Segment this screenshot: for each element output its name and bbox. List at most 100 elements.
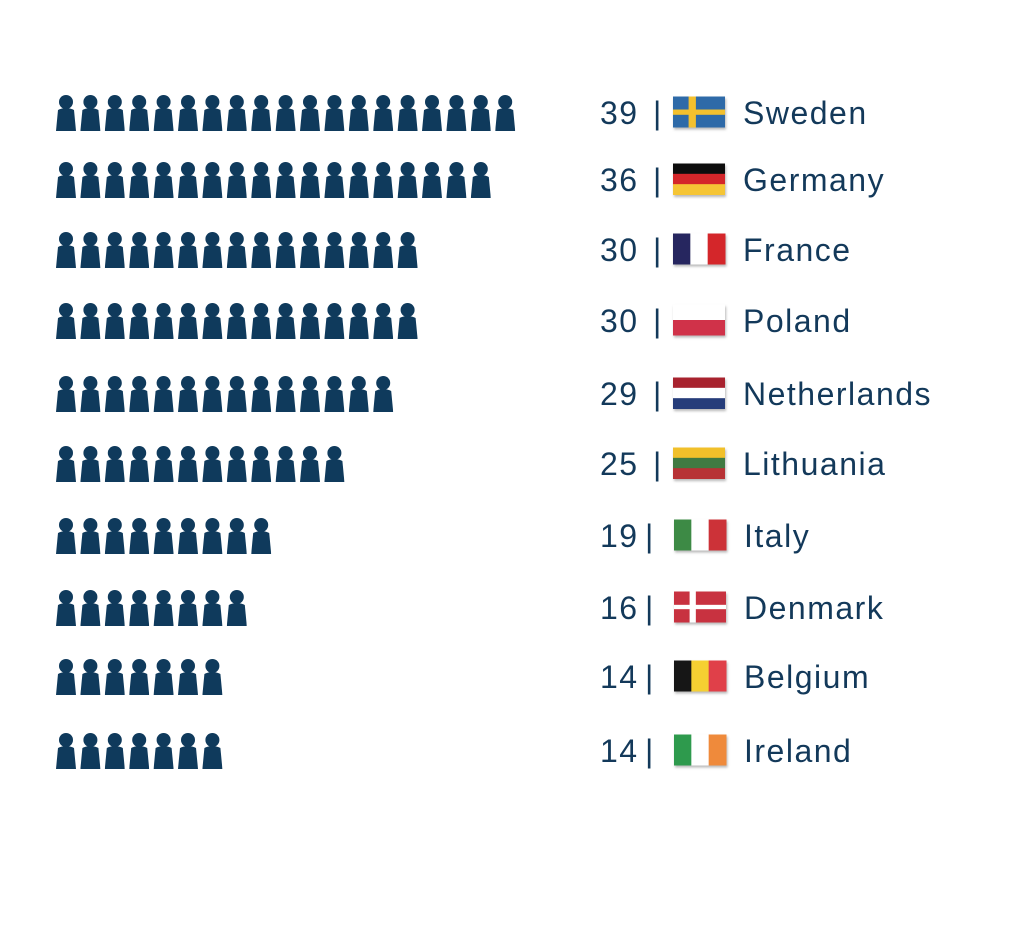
person-icon: [80, 733, 101, 769]
person-icon: [275, 162, 296, 198]
person-icon: [56, 95, 76, 131]
country-label: Lithuania: [743, 446, 886, 482]
person-icon: [202, 303, 223, 339]
country-label: France: [743, 232, 852, 268]
country-label: Italy: [744, 518, 810, 554]
separator-label: |: [645, 518, 655, 554]
person-icon: [324, 376, 345, 412]
separator-label: |: [653, 376, 663, 412]
person-icon: [202, 95, 223, 131]
row-value-label: 39: [600, 95, 639, 131]
person-icon: [104, 659, 125, 695]
person-icon: [56, 376, 76, 412]
separator-label: |: [645, 590, 655, 626]
country-label: Germany: [743, 162, 885, 198]
sweden-flag: [673, 96, 725, 128]
person-icon: [56, 232, 76, 268]
person-icon: [373, 376, 394, 412]
person-icon: [129, 590, 150, 626]
person-icon: [178, 446, 198, 482]
ireland-flag: [674, 734, 727, 766]
person-icon: [56, 518, 76, 554]
germany-flag: [673, 163, 725, 195]
separator-label: |: [653, 95, 663, 131]
person-icon: [226, 446, 247, 482]
person-icon: [324, 232, 345, 268]
country-label: Netherlands: [743, 376, 932, 412]
poland-flag: [673, 304, 725, 336]
person-icon: [226, 232, 247, 268]
row-value-label: 36: [600, 162, 639, 198]
person-icon: [104, 446, 125, 482]
lithuania-flag: [673, 447, 725, 479]
row-value-label: 16: [600, 590, 639, 626]
person-icon: [226, 162, 247, 198]
person-icon: [275, 303, 296, 339]
person-icon: [129, 232, 150, 268]
chart-row-ireland: 14 | Ireland: [56, 733, 851, 769]
chart-row-sweden: 39 | Sweden: [56, 95, 866, 131]
france-flag: [673, 233, 726, 265]
country-label: Belgium: [744, 659, 870, 695]
row-value-label: 14: [600, 733, 639, 769]
person-icon: [129, 95, 150, 131]
person-icon: [153, 95, 174, 131]
person-icon: [129, 659, 150, 695]
separator-label: |: [645, 659, 655, 695]
person-icon: [129, 303, 150, 339]
person-icon: [178, 733, 198, 769]
person-icon: [300, 95, 320, 131]
person-icon: [202, 590, 223, 626]
person-icon: [80, 659, 101, 695]
person-icon: [129, 733, 150, 769]
person-icon: [129, 518, 150, 554]
person-icon: [324, 95, 345, 131]
person-icon: [104, 95, 125, 131]
person-icon: [56, 162, 76, 198]
country-label: Poland: [743, 303, 852, 339]
person-icon: [300, 303, 320, 339]
person-icon: [226, 303, 247, 339]
person-icon: [275, 376, 296, 412]
person-icon: [129, 446, 150, 482]
person-icon: [324, 303, 345, 339]
person-icon: [348, 95, 369, 131]
person-icon: [56, 303, 76, 339]
person-icon: [56, 659, 76, 695]
person-icon: [129, 162, 150, 198]
person-icon: [178, 95, 198, 131]
row-value-label: 14: [600, 659, 639, 695]
person-icon: [80, 95, 101, 131]
person-icon: [275, 95, 296, 131]
person-icon: [153, 162, 174, 198]
person-icon: [80, 162, 101, 198]
person-icon: [397, 303, 418, 339]
person-icon: [80, 303, 101, 339]
person-icon: [56, 446, 76, 482]
person-icon: [153, 303, 174, 339]
person-icon: [178, 162, 198, 198]
person-icon: [178, 518, 198, 554]
person-icon: [56, 733, 76, 769]
chart-row-italy: 19 | Italy: [56, 518, 810, 554]
person-icon: [178, 376, 198, 412]
person-icon: [80, 518, 101, 554]
person-icon: [251, 446, 272, 482]
belgium-flag: [674, 660, 727, 692]
person-icon: [129, 376, 150, 412]
person-icon: [153, 590, 174, 626]
person-icon: [373, 303, 394, 339]
denmark-flag: [674, 591, 726, 623]
row-value-label: 29: [600, 376, 639, 412]
person-icon: [178, 303, 198, 339]
person-icon: [202, 518, 223, 554]
person-icon: [446, 162, 467, 198]
person-icon: [80, 446, 101, 482]
person-icon: [80, 232, 101, 268]
person-icon: [153, 733, 174, 769]
person-icon: [202, 162, 223, 198]
netherlands-flag: [673, 377, 725, 409]
separator-label: |: [653, 232, 663, 268]
person-icon: [80, 590, 101, 626]
person-icon: [104, 232, 125, 268]
